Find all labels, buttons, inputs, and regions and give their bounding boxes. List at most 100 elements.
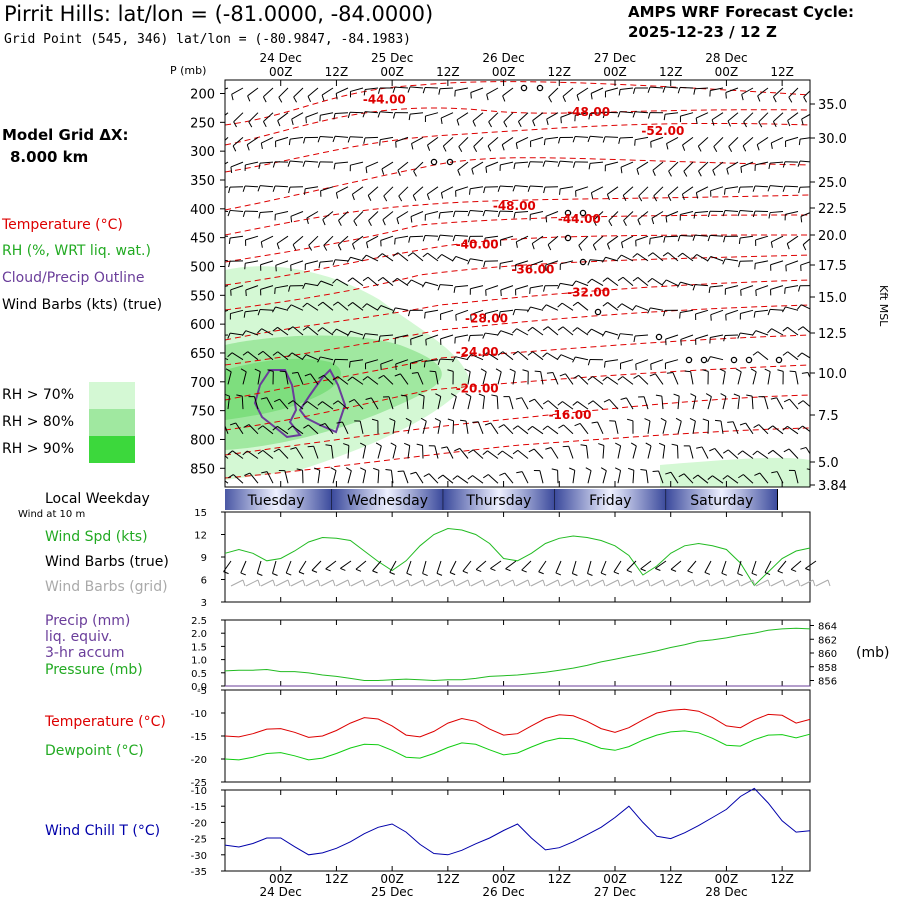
wind-barb — [788, 448, 799, 459]
wind-barb-flag — [291, 371, 299, 374]
wind-barb-flag — [666, 371, 673, 374]
wind-barb-flag — [617, 303, 623, 309]
weekday-band — [225, 489, 778, 510]
cloud-outline-2 — [298, 368, 347, 434]
wind-barb — [503, 112, 514, 123]
calm-wind-marker — [520, 84, 528, 92]
wind-barb-flag — [497, 211, 501, 218]
time-tick-label-top: 12Z — [548, 65, 572, 79]
wind-barb-flag — [228, 187, 231, 194]
wind-barb — [801, 352, 810, 359]
wind-barb — [740, 285, 754, 291]
wind-barb-flag — [484, 422, 491, 426]
time-tick-label-top: 12Z — [770, 65, 794, 79]
wind-barb — [698, 137, 709, 147]
wind-barb — [437, 420, 441, 434]
wind-barb-flag — [304, 373, 311, 377]
wind-barb-flag — [571, 280, 577, 287]
wind-barb — [800, 160, 810, 163]
wind-barb-flag — [227, 352, 233, 358]
wind-barb — [619, 136, 634, 139]
wind-barb-flag — [545, 216, 548, 223]
wind-barb-flag — [392, 86, 396, 93]
wind-barb — [439, 358, 454, 361]
wind-barb — [572, 470, 576, 484]
wind-barb — [305, 282, 319, 287]
wind-barb-flag — [695, 117, 698, 125]
wind-barb-flag — [231, 94, 234, 101]
wind-barb-flag — [486, 94, 489, 101]
surface-wind-barb-flag — [805, 568, 811, 571]
wind-barb — [652, 161, 664, 171]
temperature-contour — [225, 394, 810, 456]
pressure-ytick-label: 858 — [818, 663, 837, 674]
wind-speed-line — [224, 527, 811, 587]
wind-barb — [623, 211, 634, 221]
grid-wind-barb — [380, 579, 394, 587]
wind-barb-flag — [368, 220, 372, 226]
calm-wind-marker — [594, 308, 602, 316]
wind-barb-flag — [692, 474, 699, 480]
wind-barb-flag — [435, 393, 441, 397]
page-title: Pirrit Hills: lat/lon = (-81.0000, -84.0… — [4, 2, 434, 26]
wind-barb-flag — [278, 96, 283, 103]
wind-barb — [470, 87, 484, 93]
wind-barb — [366, 254, 379, 262]
wind-barb-flag — [738, 261, 741, 268]
grid-wind-barb-flag — [482, 579, 486, 587]
wind-barb-flag — [389, 418, 396, 422]
wind-barb — [382, 211, 394, 221]
wind-barb-flag — [527, 326, 533, 332]
wind-barb-flag — [516, 471, 523, 474]
wind-barb — [545, 260, 559, 266]
temperature-contour-label: -16.00 — [549, 408, 592, 422]
wind-barb-flag — [767, 185, 771, 192]
wind-barb-flag — [260, 241, 263, 248]
wind-barb-flag — [247, 95, 251, 102]
wind-barb — [590, 259, 604, 262]
wind-barb — [757, 87, 769, 97]
wind-barb-flag — [640, 468, 647, 471]
weekday-label: Saturday — [690, 493, 753, 509]
wind-barb — [365, 161, 379, 168]
legend-rh: RH (%, WRT liq. wat.) — [2, 243, 151, 259]
wind-barb — [677, 421, 682, 434]
wind-barb-flag — [527, 351, 534, 356]
wind-barb — [755, 260, 769, 264]
wind-barb — [546, 112, 559, 120]
wind-barb — [396, 277, 409, 287]
wind-barb-flag — [767, 309, 771, 316]
wind-barb — [710, 356, 724, 361]
grid-wind-barb — [305, 579, 319, 587]
model-grid-label: Model Grid ΔX: — [2, 126, 129, 144]
wind-barb — [260, 211, 274, 213]
wind-barb-flag — [381, 168, 385, 175]
surface-wind-barb — [790, 560, 802, 570]
wind-barb — [667, 252, 679, 262]
weekday-cell — [554, 489, 667, 510]
wind-barb-flag — [482, 352, 488, 358]
wind-barb-flag — [452, 211, 456, 218]
wind-barb — [465, 420, 469, 434]
calm-wind-marker — [685, 356, 693, 364]
wind-barb-flag — [512, 309, 516, 316]
wind-barb — [635, 334, 649, 337]
wind-barb — [410, 211, 424, 218]
wind-barb — [540, 371, 544, 385]
wind-barb — [759, 472, 769, 484]
wind-barb-flag — [346, 330, 351, 337]
surface-wind-barb — [475, 560, 487, 570]
wind-barb — [262, 449, 274, 459]
wind-barb-flag — [424, 312, 426, 319]
surface-wind-barb-flag — [790, 568, 797, 572]
wind-barb-flag — [455, 314, 457, 321]
wind-barb-flag — [531, 243, 535, 250]
grid-wind-barb — [275, 579, 289, 587]
wind-barb-flag — [512, 449, 519, 455]
wind-barb — [396, 211, 409, 219]
wind-barb-flag — [797, 425, 803, 431]
wind-barb-flag — [362, 276, 369, 282]
wind-barb-flag — [627, 418, 634, 422]
wind-barb — [305, 160, 319, 163]
temperature-contour — [225, 122, 810, 173]
